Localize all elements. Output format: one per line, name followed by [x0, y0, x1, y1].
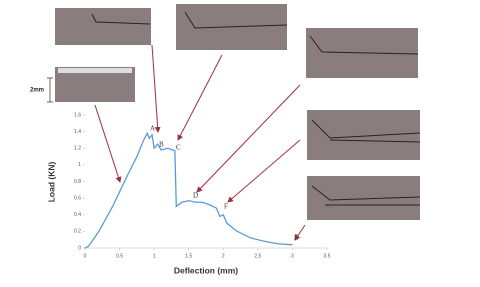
x-tick-label: 2 — [222, 253, 225, 259]
y-tick-label: 0 — [78, 245, 81, 251]
x-tick-label: 1.5 — [185, 253, 192, 259]
annotation: B — [159, 141, 164, 149]
x-tick-label: 2.5 — [254, 253, 261, 259]
data-line — [84, 131, 293, 249]
x-tick-label: 0.5 — [116, 253, 123, 259]
annotation: D — [193, 192, 198, 200]
x-tick-label: 0 — [84, 253, 87, 259]
y-tick-label: 1.4 — [74, 129, 81, 135]
scale-note: 2mm — [30, 88, 44, 94]
y-tick-label: 0.8 — [74, 179, 81, 185]
y-tick-label: 0.6 — [74, 195, 81, 201]
y-tick-label: 0.2 — [74, 229, 81, 235]
x-tick-label: 3 — [291, 253, 294, 259]
arrows — [94, 44, 306, 241]
y-tick-label: 0.4 — [74, 212, 81, 218]
annotation: C — [176, 144, 181, 152]
annotation: A — [150, 125, 155, 133]
x-tick-label: 3.5 — [324, 253, 331, 259]
specimen-photos — [47, 4, 421, 220]
y-tick-label: 1.6 — [74, 112, 81, 118]
annotation: E — [294, 234, 298, 242]
y-axis-label: Load (KN) — [46, 162, 56, 203]
x-axis-label: Deflection (mm) — [174, 265, 238, 275]
y-tick-label: 1.2 — [74, 146, 81, 152]
y-tick-label: 1 — [78, 162, 81, 168]
annotation: F — [224, 203, 228, 211]
x-tick-label: 1 — [153, 253, 156, 259]
